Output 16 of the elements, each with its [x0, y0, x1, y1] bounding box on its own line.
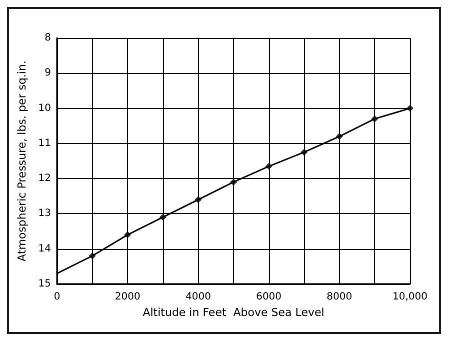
- x-tick-label: 6000: [256, 292, 282, 302]
- y-tick-label: 10: [38, 102, 51, 114]
- x-tick-label: 2000: [114, 292, 140, 302]
- x-tick-label: 0: [54, 292, 60, 302]
- x-tick-label: 10,000: [392, 292, 428, 302]
- y-tick-label: 12: [38, 173, 51, 184]
- x-tick-label: 4000: [185, 292, 211, 302]
- y-axis-title: Atmospheric Pressure, lbs. per sq.in.: [15, 60, 28, 262]
- x-tick-label: 8000: [326, 292, 352, 302]
- y-tick-label: 13: [38, 208, 51, 220]
- y-tick-label: 15: [38, 278, 51, 290]
- y-tick-label: 9: [44, 68, 51, 79]
- y-tick-label: 8: [44, 32, 51, 44]
- y-tick-label: 11: [38, 138, 51, 149]
- x-axis-title: Altitude in Feet Above Sea Level: [142, 306, 324, 319]
- y-tick-label: 14: [38, 243, 51, 254]
